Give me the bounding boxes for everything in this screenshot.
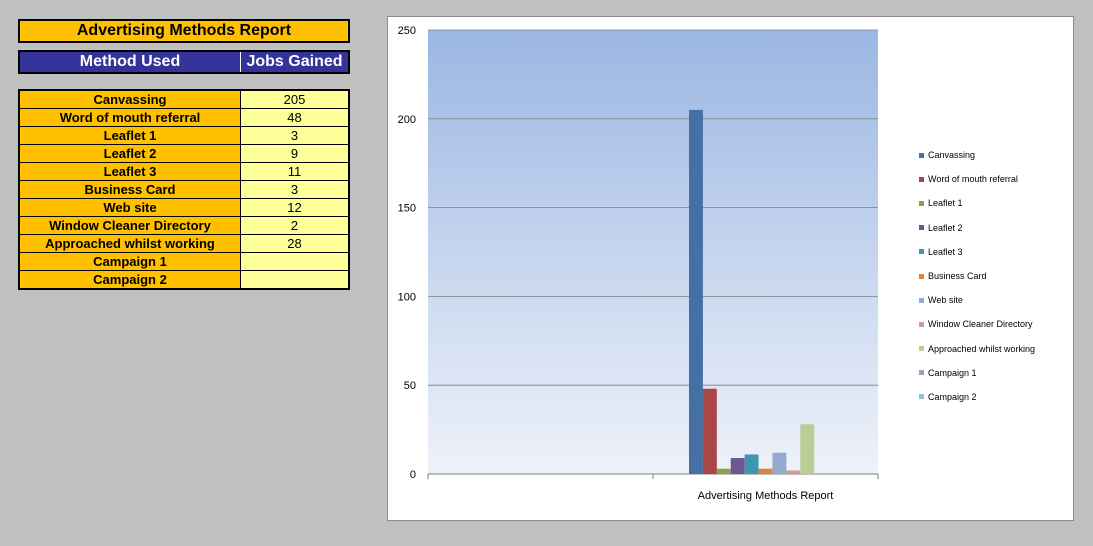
table-row: Web site 12 bbox=[20, 199, 348, 217]
cell-jobs[interactable]: 3 bbox=[241, 181, 348, 198]
legend-swatch bbox=[919, 176, 924, 182]
chart-legend: Canvassing Word of mouth referral Leaflet … bbox=[919, 143, 1069, 409]
bar-word-of-mouth-referral[interactable] bbox=[702, 388, 717, 474]
y-tick-label: 150 bbox=[398, 203, 416, 215]
legend-label: Approached whilst working bbox=[928, 343, 1036, 354]
legend-label: Business Card bbox=[928, 271, 987, 282]
legend-label: Canvassing bbox=[928, 150, 976, 161]
legend-swatch bbox=[919, 370, 924, 376]
bar-canvassing[interactable] bbox=[689, 109, 703, 475]
y-tick-label: 50 bbox=[404, 380, 416, 392]
legend-swatch bbox=[919, 394, 924, 400]
cell-jobs[interactable]: 48 bbox=[241, 109, 348, 126]
table-header: Method Used Jobs Gained bbox=[18, 50, 350, 74]
cell-method[interactable]: Window Cleaner Directory bbox=[20, 217, 241, 234]
bar-leaflet-2[interactable] bbox=[730, 458, 745, 474]
legend-swatch bbox=[919, 225, 924, 231]
column-header-method[interactable]: Method Used bbox=[20, 52, 241, 72]
legend-item[interactable]: Campaign 2 bbox=[919, 385, 1069, 409]
legend-label: Campaign 2 bbox=[928, 391, 977, 402]
bar-web-site[interactable] bbox=[772, 452, 787, 474]
y-tick-label: 200 bbox=[398, 114, 416, 126]
cell-method[interactable]: Campaign 1 bbox=[20, 253, 241, 270]
legend-item[interactable]: Approached whilst working bbox=[919, 337, 1069, 361]
cell-jobs[interactable]: 205 bbox=[241, 91, 348, 108]
legend-swatch bbox=[919, 273, 924, 279]
cell-method[interactable]: Approached whilst working bbox=[20, 235, 241, 252]
legend-swatch bbox=[919, 346, 924, 352]
legend-label: Word of mouth referral bbox=[928, 174, 1018, 185]
x-category-label: Advertising Methods Report bbox=[698, 490, 834, 502]
bar-leaflet-3[interactable] bbox=[744, 454, 759, 474]
table-row: Canvassing 205 bbox=[20, 91, 348, 109]
legend-swatch bbox=[919, 249, 924, 255]
bar-chart: 0 50 100 150 200 250 Advertising Methods Repor… bbox=[398, 25, 879, 502]
table-row: Approached whilst working 28 bbox=[20, 235, 348, 253]
cell-method[interactable]: Word of mouth referral bbox=[20, 109, 241, 126]
cell-method[interactable]: Leaflet 2 bbox=[20, 145, 241, 162]
legend-item[interactable]: Leaflet 2 bbox=[919, 216, 1069, 240]
legend-label: Leaflet 3 bbox=[928, 246, 963, 257]
table-row: Campaign 2 bbox=[20, 271, 348, 288]
y-tick-label: 250 bbox=[398, 25, 416, 37]
legend-swatch bbox=[919, 152, 924, 158]
table-row: Word of mouth referral 48 bbox=[20, 109, 348, 127]
cell-jobs[interactable] bbox=[241, 271, 348, 288]
legend-item[interactable]: Leaflet 1 bbox=[919, 191, 1069, 215]
legend-label: Web site bbox=[928, 295, 963, 306]
cell-jobs[interactable]: 12 bbox=[241, 199, 348, 216]
legend-swatch bbox=[919, 321, 924, 327]
cell-jobs[interactable]: 28 bbox=[241, 235, 348, 252]
cell-method[interactable]: Leaflet 3 bbox=[20, 163, 241, 180]
cell-jobs[interactable] bbox=[241, 253, 348, 270]
legend-item[interactable]: Window Cleaner Directory bbox=[919, 312, 1069, 336]
table-row: Leaflet 3 11 bbox=[20, 163, 348, 181]
legend-item[interactable]: Business Card bbox=[919, 264, 1069, 288]
bar-window-cleaner-directory[interactable] bbox=[786, 470, 801, 474]
cell-method[interactable]: Leaflet 1 bbox=[20, 127, 241, 144]
legend-item[interactable]: Leaflet 3 bbox=[919, 240, 1069, 264]
plot-area bbox=[428, 30, 878, 474]
table-row: Window Cleaner Directory 2 bbox=[20, 217, 348, 235]
y-tick-label: 100 bbox=[398, 291, 416, 303]
legend-item[interactable]: Web site bbox=[919, 288, 1069, 312]
table-row: Campaign 1 bbox=[20, 253, 348, 271]
cell-method[interactable]: Business Card bbox=[20, 181, 241, 198]
cell-jobs[interactable]: 3 bbox=[241, 127, 348, 144]
column-header-jobs[interactable]: Jobs Gained bbox=[246, 53, 343, 70]
cell-method[interactable]: Campaign 2 bbox=[20, 271, 241, 288]
legend-item[interactable]: Campaign 1 bbox=[919, 361, 1069, 385]
legend-swatch bbox=[919, 200, 924, 206]
cell-jobs[interactable]: 11 bbox=[241, 163, 348, 180]
report-title[interactable]: Advertising Methods Report bbox=[18, 19, 350, 43]
y-tick-label: 0 bbox=[410, 469, 416, 481]
legend-label: Leaflet 1 bbox=[928, 198, 963, 209]
bar-approached-whilst-working[interactable] bbox=[800, 424, 815, 474]
legend-label: Window Cleaner Directory bbox=[928, 319, 1033, 330]
bar-business-card[interactable] bbox=[758, 468, 773, 474]
legend-item[interactable]: Word of mouth referral bbox=[919, 167, 1069, 191]
legend-label: Leaflet 2 bbox=[928, 222, 963, 233]
legend-label: Campaign 1 bbox=[928, 367, 977, 378]
cell-method[interactable]: Canvassing bbox=[20, 91, 241, 108]
legend-swatch bbox=[919, 297, 924, 303]
cell-jobs[interactable]: 2 bbox=[241, 217, 348, 234]
legend-item[interactable]: Canvassing bbox=[919, 143, 1069, 167]
table-row: Business Card 3 bbox=[20, 181, 348, 199]
cell-method[interactable]: Web site bbox=[20, 199, 241, 216]
data-table: Canvassing 205 Word of mouth referral 48 Lea… bbox=[18, 89, 350, 290]
cell-jobs[interactable]: 9 bbox=[241, 145, 348, 162]
bar-leaflet-1[interactable] bbox=[716, 468, 731, 474]
chart-area[interactable]: 0 50 100 150 200 250 Advertising Methods Repor… bbox=[387, 16, 1074, 521]
